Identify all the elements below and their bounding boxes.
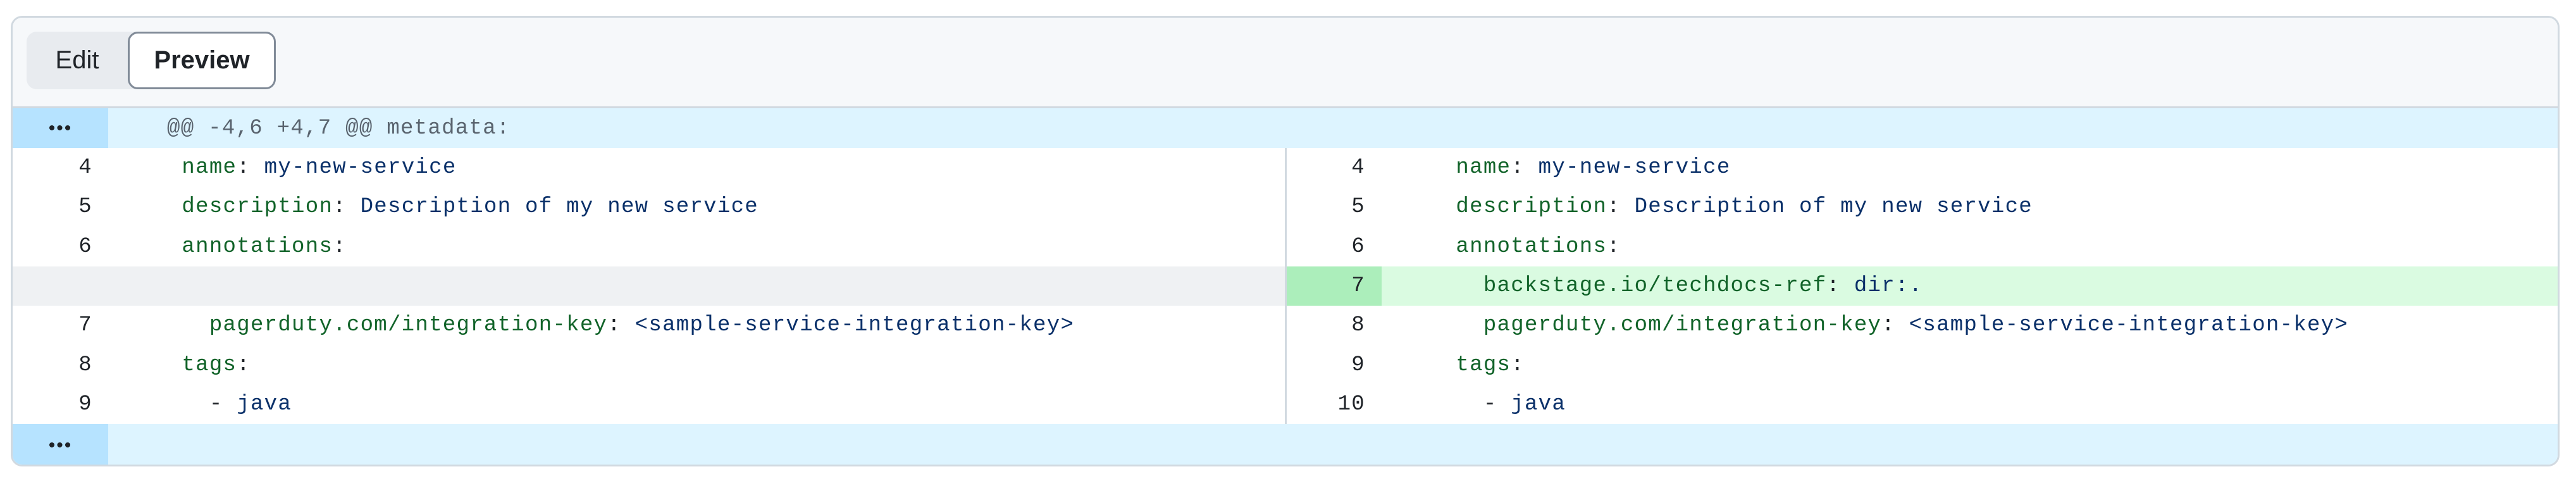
diff-toolbar: Edit Preview (13, 18, 2558, 108)
yaml-key: description (182, 195, 333, 220)
yaml-key: pagerduty.com/integration-key (209, 313, 608, 338)
tab-preview[interactable]: Preview (128, 32, 276, 89)
line-number: 6 (1351, 234, 1365, 259)
diff-line: 6 annotations: (1287, 227, 2558, 266)
separator: : (1607, 195, 1635, 220)
diff-line: 9 tags: (1287, 345, 2558, 384)
added-line: 7 backstage.io/techdocs-ref: dir:. (1287, 266, 2558, 306)
yaml-key: name (1456, 156, 1511, 180)
diff-line: 9 - java (13, 385, 1285, 424)
yaml-value: java (1511, 392, 1566, 416)
yaml-value: <sample-service-integration-key> (1909, 313, 2349, 338)
indent (1428, 235, 1456, 259)
indent (154, 235, 182, 259)
line-number: 4 (78, 156, 92, 180)
indent (1428, 392, 1483, 416)
yaml-key: tags (182, 353, 237, 377)
diff-line: 8 pagerduty.com/integration-key: <sample… (1287, 306, 2558, 345)
yaml-value: Description of my new service (360, 195, 759, 220)
diff-line: 4 name: my-new-service (1287, 148, 2558, 187)
separator: : (1607, 234, 1621, 259)
line-number: 4 (1351, 156, 1365, 180)
yaml-value: <sample-service-integration-key> (635, 313, 1075, 338)
line-code: description: Description of my new servi… (154, 187, 759, 227)
separator: : (607, 313, 635, 338)
tab-edit[interactable]: Edit (55, 46, 99, 74)
separator: : (237, 156, 264, 180)
line-number: 5 (1351, 195, 1365, 220)
view-mode-toggle: Edit Preview (27, 32, 276, 89)
separator: : (333, 195, 361, 220)
indent (154, 353, 182, 377)
indent (1428, 353, 1456, 377)
yaml-value: my-new-service (1538, 156, 1731, 180)
hunk-header-text: @@ -4,6 +4,7 @@ metadata: (167, 116, 511, 141)
yaml-key: tags (1456, 353, 1511, 377)
expand-up-icon[interactable]: ••• (13, 108, 108, 148)
line-code: description: Description of my new servi… (1428, 187, 2033, 227)
yaml-key: name (182, 156, 237, 180)
indent (1428, 274, 1483, 298)
line-number: 8 (78, 353, 92, 377)
indent (1428, 313, 1483, 337)
diff-right-side: 4 name: my-new-service 5 description: Des… (1287, 148, 2558, 424)
expand-down-icon[interactable]: ••• (13, 424, 108, 465)
line-number: 7 (78, 313, 92, 338)
indent (154, 156, 182, 180)
yaml-value: my-new-service (264, 156, 457, 180)
line-code: backstage.io/techdocs-ref: dir:. (1428, 266, 1923, 306)
line-code: annotations: (1428, 227, 1621, 266)
diff-line: 5 description: Description of my new ser… (1287, 187, 2558, 227)
diff-left-side: 4 name: my-new-service 5 description: Des… (13, 148, 1287, 424)
line-code: pagerduty.com/integration-key: <sample-s… (154, 306, 1074, 345)
yaml-key: description (1456, 195, 1607, 220)
separator: : (1881, 313, 1909, 338)
indent (154, 313, 209, 337)
line-code: name: my-new-service (154, 148, 457, 187)
separator: - (1483, 392, 1511, 416)
diff-line: 6 annotations: (13, 227, 1285, 266)
yaml-key: pagerduty.com/integration-key (1483, 313, 1882, 338)
line-code: annotations: (154, 227, 347, 266)
hunk-footer-row: ••• (13, 424, 2558, 465)
line-number: 5 (78, 195, 92, 220)
hunk-header-row: ••• @@ -4,6 +4,7 @@ metadata: (13, 108, 2558, 148)
line-number: 9 (78, 392, 92, 416)
line-code: - java (154, 385, 292, 424)
diff-panel: Edit Preview ••• @@ -4,6 +4,7 @@ metadat… (11, 16, 2560, 466)
indent (1428, 195, 1456, 219)
diff-line: 10 - java (1287, 385, 2558, 424)
line-code: - java (1428, 385, 1566, 424)
indent (154, 195, 182, 219)
separator: - (209, 392, 237, 416)
yaml-value: dir:. (1854, 274, 1923, 299)
line-code: tags: (1428, 345, 1525, 384)
separator: : (1511, 156, 1539, 180)
diff-line: 4 name: my-new-service (13, 148, 1285, 187)
separator: : (237, 353, 251, 377)
indent (154, 392, 209, 416)
line-code: name: my-new-service (1428, 148, 1731, 187)
line-number: 6 (78, 234, 92, 259)
separator: : (333, 234, 347, 259)
yaml-value: java (237, 392, 292, 416)
diff-line: 7 pagerduty.com/integration-key: <sample… (13, 306, 1285, 345)
line-code: pagerduty.com/integration-key: <sample-s… (1428, 306, 2348, 345)
yaml-key: annotations (182, 234, 333, 259)
diff-line: 5 description: Description of my new ser… (13, 187, 1285, 227)
empty-line (13, 266, 1285, 306)
line-gutter (1287, 266, 1382, 306)
separator: : (1826, 274, 1854, 299)
indent (1428, 156, 1456, 180)
line-number: 9 (1351, 353, 1365, 377)
diff-line: 8 tags: (13, 345, 1285, 384)
yaml-key: backstage.io/techdocs-ref (1483, 274, 1827, 299)
line-number: 10 (1337, 392, 1365, 416)
line-number: 7 (1351, 274, 1365, 299)
line-code: tags: (154, 345, 251, 384)
yaml-value: Description of my new service (1634, 195, 2033, 220)
yaml-key: annotations (1456, 234, 1607, 259)
line-number: 8 (1351, 313, 1365, 338)
separator: : (1511, 353, 1525, 377)
